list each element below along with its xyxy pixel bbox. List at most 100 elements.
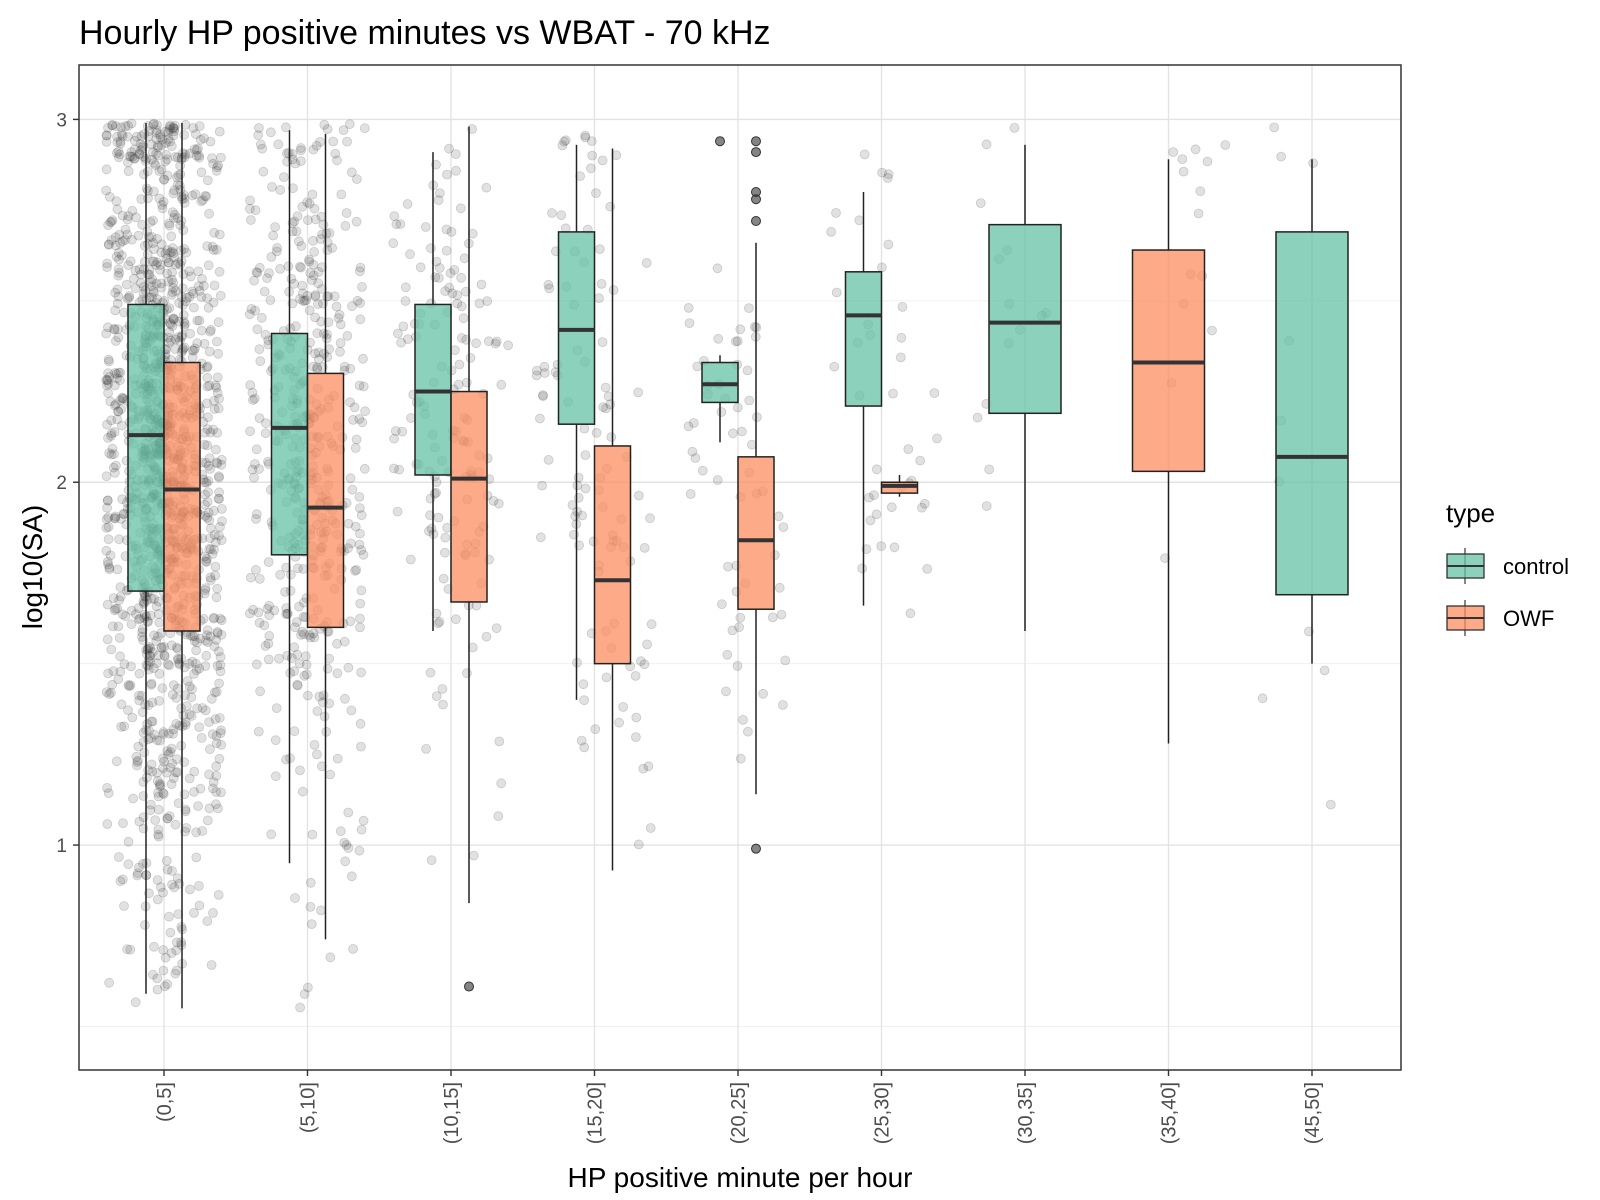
jitter-point (641, 257, 652, 268)
jitter-point (199, 133, 209, 144)
jitter-point (295, 262, 306, 273)
jitter-point (160, 248, 171, 259)
jitter-point (146, 154, 157, 165)
jitter-point (329, 291, 340, 302)
jitter-point (250, 205, 261, 216)
jitter-point (181, 247, 192, 258)
jitter-point (778, 522, 789, 532)
jitter-point (171, 693, 182, 703)
jitter-point (685, 489, 696, 499)
jitter-point (146, 679, 157, 690)
jitter-point (304, 305, 315, 316)
jitter-point (149, 941, 159, 952)
jitter-point (176, 653, 187, 664)
jitter-point (313, 278, 324, 289)
jitter-point (128, 793, 139, 804)
jitter-point (187, 190, 198, 201)
jitter-point (129, 135, 140, 146)
jitter-point (280, 122, 291, 133)
jitter-point (287, 226, 298, 237)
jitter-point (262, 273, 273, 284)
jitter-point (154, 778, 165, 789)
jitter-point (177, 283, 188, 294)
outlier-point (751, 216, 761, 227)
jitter-point (355, 598, 366, 609)
jitter-point (163, 257, 174, 268)
jitter-point (176, 937, 187, 948)
jitter-point (162, 813, 173, 824)
jitter-point (102, 380, 112, 391)
jitter-point (164, 660, 175, 671)
jitter-point (115, 138, 126, 149)
jitter-point (154, 696, 165, 706)
jitter-point (212, 627, 223, 637)
legend-label: OWF (1503, 606, 1554, 631)
jitter-point (180, 804, 191, 815)
jitter-point (634, 490, 644, 501)
jitter-point (773, 511, 784, 522)
jitter-point (188, 123, 199, 133)
jitter-point (109, 380, 120, 391)
jitter-point (153, 596, 164, 607)
jitter-point (154, 193, 165, 204)
jitter-point (208, 612, 219, 623)
jitter-point (631, 712, 642, 723)
jitter-point (888, 388, 898, 399)
jitter-point (109, 324, 120, 335)
jitter-point (586, 163, 596, 174)
jitter-point (184, 709, 195, 720)
jitter-point (115, 876, 126, 887)
jitter-point (345, 538, 356, 549)
jitter-point (202, 293, 213, 304)
jitter-point (117, 210, 128, 221)
jitter-point (318, 219, 329, 230)
jitter-point (531, 370, 542, 381)
jitter-point (251, 444, 262, 455)
jitter-point (450, 149, 461, 160)
jitter-point (155, 129, 166, 140)
jitter-point (152, 631, 163, 642)
jitter-point (168, 313, 179, 324)
jitter-point (165, 335, 176, 346)
jitter-point (434, 616, 445, 627)
jitter-point (197, 826, 208, 836)
jitter-point (101, 471, 112, 482)
jitter-point (113, 264, 124, 275)
jitter-point (107, 215, 118, 226)
jitter-point (133, 230, 144, 241)
jitter-point (263, 557, 274, 567)
jitter-point (431, 608, 442, 619)
legend: type control OWF (1446, 498, 1569, 636)
jitter-point (123, 120, 134, 131)
jitter-point (166, 779, 177, 790)
jitter-point (148, 119, 159, 130)
jitter-point (883, 169, 894, 180)
jitter-point (201, 191, 212, 202)
jitter-point (161, 855, 172, 866)
jitter-point (481, 182, 492, 193)
jitter-point (1177, 154, 1188, 165)
jitter-point (178, 710, 189, 721)
y-tick-label: 2 (56, 473, 67, 494)
jitter-point (603, 391, 614, 402)
jitter-point (168, 314, 179, 324)
jitter-point (176, 740, 187, 751)
jitter-point (826, 226, 836, 237)
jitter-point (208, 505, 219, 516)
jitter-point (148, 118, 159, 129)
box-control (1275, 159, 1349, 664)
jitter-point (103, 354, 114, 365)
box-control (988, 144, 1062, 631)
jitter-point (102, 262, 112, 273)
jitter-point (209, 530, 220, 540)
jitter-point (112, 373, 122, 384)
jitter-point (496, 379, 507, 390)
jitter-point (354, 503, 365, 514)
jitter-point (152, 233, 163, 244)
jitter-point (166, 274, 177, 285)
jitter-point (162, 170, 173, 181)
jitter-point (151, 601, 162, 612)
jitter-point (139, 240, 150, 251)
jitter-point (202, 440, 213, 451)
jitter-point (139, 920, 150, 930)
